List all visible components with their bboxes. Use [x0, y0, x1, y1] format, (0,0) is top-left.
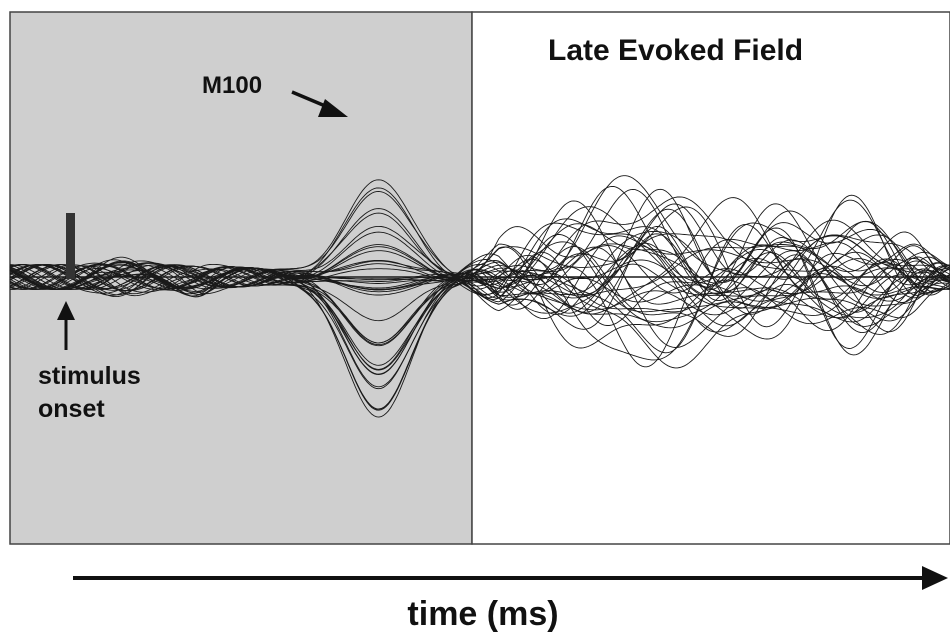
m100-arrow: [291, 90, 348, 117]
stimulus-label-line2: onset: [38, 395, 105, 423]
waveform-trace: [9, 200, 950, 319]
time-axis-arrow: [73, 566, 948, 590]
waveform-trace: [9, 223, 950, 410]
x-axis-label: time (ms): [407, 595, 558, 633]
stimulus-marker: [66, 213, 75, 279]
stimulus-label-line1: stimulus: [38, 362, 141, 390]
waveform-trace: [9, 185, 950, 344]
stimulus-arrow: [57, 301, 75, 350]
waveform-trace: [9, 194, 950, 347]
waveform-traces: [9, 175, 950, 418]
waveform-trace: [9, 212, 950, 325]
waveform-trace: [9, 197, 950, 315]
chart-title: Late Evoked Field: [548, 34, 803, 67]
m100-label: M100: [202, 72, 262, 99]
waveform-trace: [9, 238, 950, 368]
waveform-trace: [9, 203, 950, 344]
waveform-trace: [9, 249, 950, 326]
